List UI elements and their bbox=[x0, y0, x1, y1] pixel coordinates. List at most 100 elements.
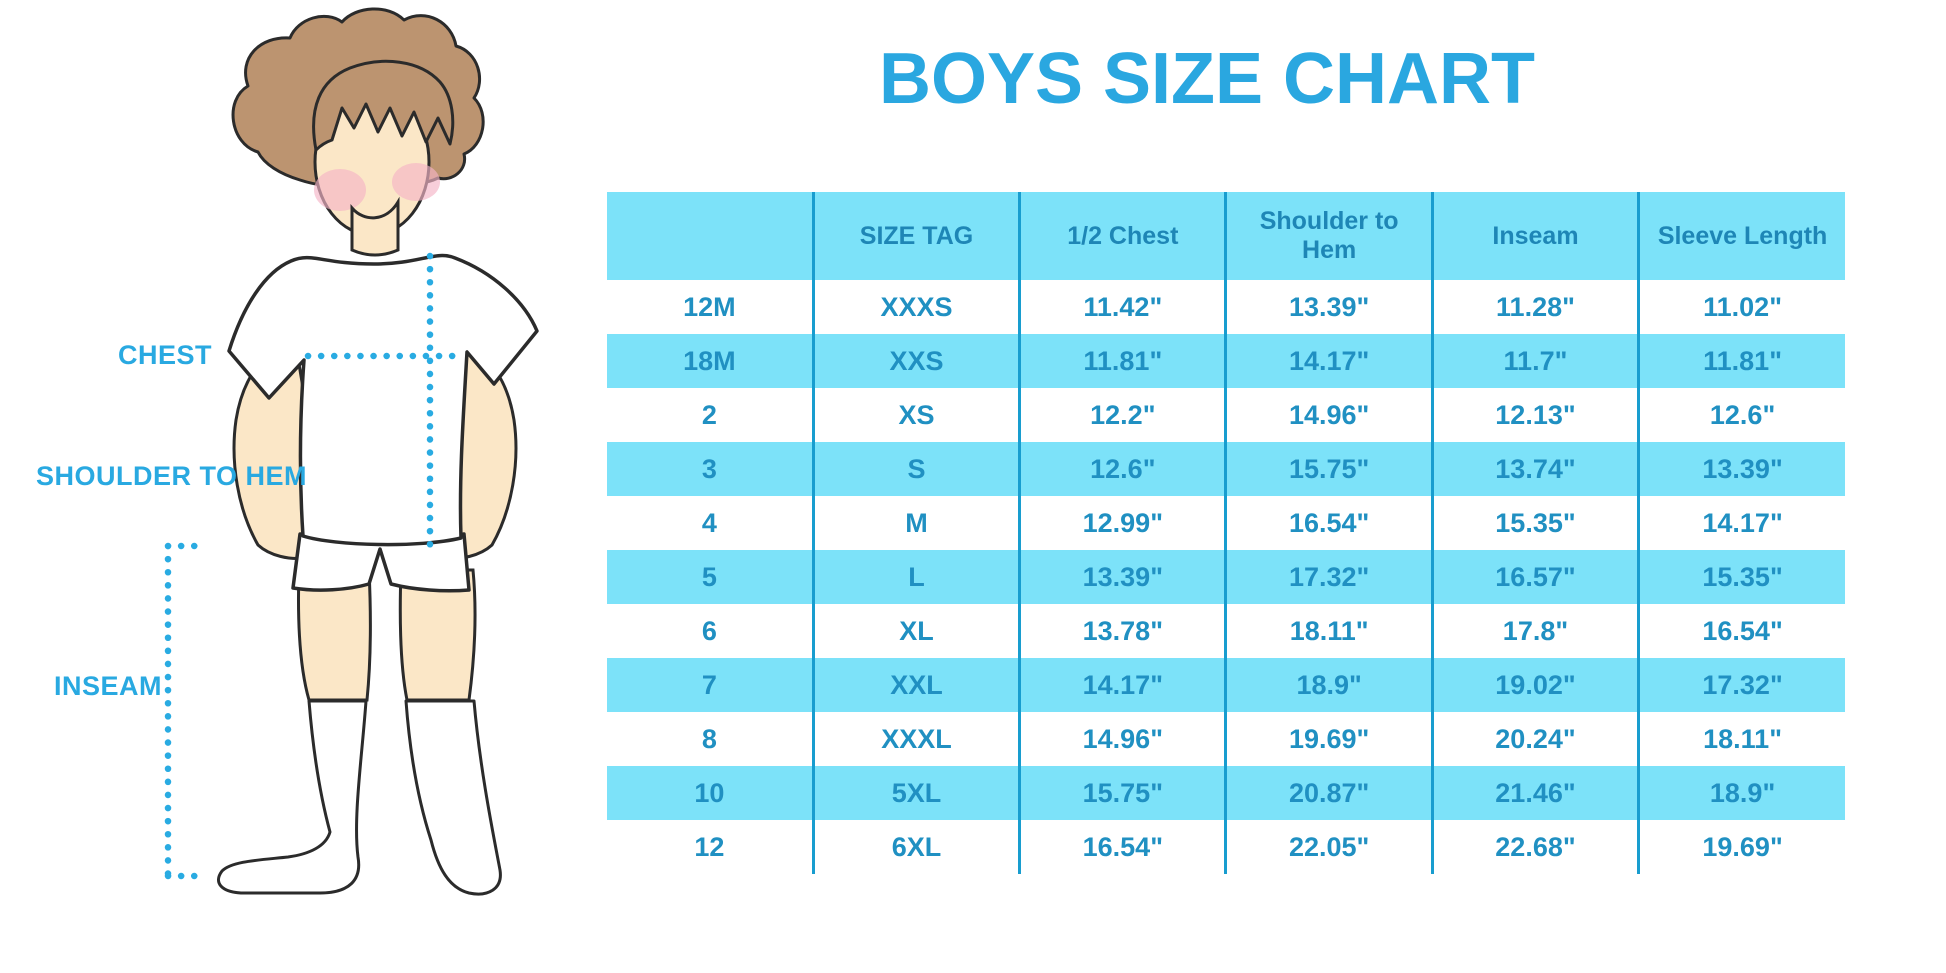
measurement-cell: 11.28" bbox=[1430, 280, 1639, 334]
measurement-cell: 13.78" bbox=[1018, 604, 1226, 658]
size-table-head: SIZE TAG 1/2 Chest Shoulder to Hem Inseam Sl… bbox=[607, 192, 1845, 280]
boy-cheek-right bbox=[392, 163, 440, 201]
column-header: SIZE TAG bbox=[811, 192, 1020, 280]
measurement-cell: 19.69" bbox=[1637, 820, 1845, 874]
table-row: 4 M 12.99" 16.54" 15.35" 14.17" bbox=[607, 496, 1845, 550]
measurement-cell: M bbox=[811, 496, 1020, 550]
size-table: SIZE TAG 1/2 Chest Shoulder to Hem Inseam Sl… bbox=[607, 192, 1845, 874]
page-title: BOYS SIZE CHART bbox=[878, 39, 1536, 119]
boy-sock-left bbox=[217, 699, 368, 895]
measurement-cell: 19.02" bbox=[1430, 658, 1639, 712]
measurement-cell: XS bbox=[811, 388, 1020, 442]
size-cell: 12M bbox=[683, 291, 736, 322]
measurement-cell: 14.17" bbox=[1224, 334, 1433, 388]
boy-neck bbox=[350, 196, 400, 257]
table-row: 18M XXS 11.81" 14.17" 11.7" 11.81" bbox=[607, 334, 1845, 388]
column-header: 1/2 Chest bbox=[1018, 192, 1226, 280]
measurement-cell: 16.54" bbox=[1018, 820, 1226, 874]
size-cell: 18M bbox=[607, 334, 814, 388]
measurement-cell: 18.11" bbox=[1637, 712, 1845, 766]
column-header: Shoulder to Hem bbox=[1224, 192, 1433, 280]
measurement-cell: 13.39" bbox=[1018, 550, 1226, 604]
measurement-cell: 15.35" bbox=[1430, 496, 1639, 550]
measurement-cell: 11.81" bbox=[1018, 334, 1226, 388]
measurement-cell: 18.11" bbox=[1224, 604, 1433, 658]
measurement-cell: 22.68" bbox=[1430, 820, 1639, 874]
table-row: 12M XXXS 11.42" 13.39" 11.28" 11.02" bbox=[607, 280, 1845, 334]
measurement-cell: XXXL bbox=[811, 712, 1020, 766]
measurement-cell: 17.32" bbox=[1637, 658, 1845, 712]
table-row: 5 L 13.39" 17.32" 16.57" 15.35" bbox=[607, 550, 1845, 604]
table-row: 6 XL 13.78" 18.11" 17.8" 16.54" bbox=[607, 604, 1845, 658]
measurement-cell: 13.74" bbox=[1430, 442, 1639, 496]
measurement-cell: 20.24" bbox=[1430, 712, 1639, 766]
column-header: Sleeve Length bbox=[1637, 192, 1845, 280]
size-cell: 5 bbox=[607, 550, 814, 604]
boy-shirt bbox=[227, 253, 539, 547]
measurement-cell: 13.39" bbox=[1637, 442, 1845, 496]
measurement-cell: 18.9" bbox=[1637, 766, 1845, 820]
measurement-cell: 11.42" bbox=[1018, 280, 1226, 334]
size-cell: 7 bbox=[607, 658, 814, 712]
boy-sock-right bbox=[404, 699, 502, 896]
measurement-cell: 22.05" bbox=[1224, 820, 1433, 874]
measurement-cell: XXXS bbox=[811, 280, 1020, 334]
size-cell: 12 bbox=[694, 831, 725, 862]
measurement-cell: XL bbox=[811, 604, 1020, 658]
measurement-cell: 11.02" bbox=[1637, 280, 1845, 334]
measurement-cell: 17.32" bbox=[1224, 550, 1433, 604]
measurement-cell: S bbox=[811, 442, 1020, 496]
measurement-cell: 12.2" bbox=[1018, 388, 1226, 442]
measurement-cell: XXL bbox=[811, 658, 1020, 712]
measurement-cell: XXS bbox=[811, 334, 1020, 388]
measurement-cell: 18.9" bbox=[1224, 658, 1433, 712]
table-row: 12 6XL 16.54" 22.05" 22.68" 19.69" bbox=[607, 820, 1845, 874]
measurement-cell: 5XL bbox=[811, 766, 1020, 820]
measurement-cell: 11.81" bbox=[1637, 334, 1845, 388]
size-table-body: 12M XXXS 11.42" 13.39" 11.28" 11.02" 18M XXS 11.… bbox=[607, 280, 1845, 874]
measurement-cell: 16.54" bbox=[1637, 604, 1845, 658]
measurement-cell: 17.8" bbox=[1430, 604, 1639, 658]
table-row: 7 XXL 14.17" 18.9" 19.02" 17.32" bbox=[607, 658, 1845, 712]
measurement-cell: 14.96" bbox=[1018, 712, 1226, 766]
measurement-cell: 14.17" bbox=[1637, 496, 1845, 550]
size-cell: 4 bbox=[701, 507, 717, 538]
table-row: 2 XS 12.2" 14.96" 12.13" 12.6" bbox=[607, 388, 1845, 442]
measurement-cell: 21.46" bbox=[1430, 766, 1639, 820]
column-header bbox=[607, 192, 814, 280]
column-header: Inseam bbox=[1430, 192, 1639, 280]
measurement-cell: 14.17" bbox=[1018, 658, 1226, 712]
measurement-cell: 13.39" bbox=[1224, 280, 1433, 334]
size-cell: 6 bbox=[701, 615, 717, 646]
measurement-cell: 6XL bbox=[811, 820, 1020, 874]
measurement-cell: 14.96" bbox=[1224, 388, 1433, 442]
size-cell: 2 bbox=[701, 399, 717, 430]
measurement-cell: 16.57" bbox=[1430, 550, 1639, 604]
table-row: 8 XXXL 14.96" 19.69" 20.24" 18.11" bbox=[607, 712, 1845, 766]
boy-hair-fringe bbox=[312, 59, 455, 152]
measurement-cell: 19.69" bbox=[1224, 712, 1433, 766]
measurement-cell: 15.75" bbox=[1018, 766, 1226, 820]
table-row: 10 5XL 15.75" 20.87" 21.46" 18.9" bbox=[607, 766, 1845, 820]
size-table-header-row: SIZE TAG 1/2 Chest Shoulder to Hem Inseam Sl… bbox=[607, 192, 1845, 280]
inseam-measure-line bbox=[164, 542, 209, 880]
chest-label: CHEST bbox=[118, 340, 213, 370]
measurement-cell: L bbox=[811, 550, 1020, 604]
shoulder-to-hem-label: SHOULDER TO HEM bbox=[36, 461, 308, 491]
measurement-cell: 15.35" bbox=[1637, 550, 1845, 604]
inseam-label: INSEAM bbox=[54, 671, 163, 701]
size-cell: 10 bbox=[607, 766, 814, 820]
measurement-cell: 12.6" bbox=[1018, 442, 1226, 496]
size-cell: 3 bbox=[607, 442, 814, 496]
measurement-cell: 12.99" bbox=[1018, 496, 1226, 550]
measurement-cell: 11.7" bbox=[1430, 334, 1639, 388]
boy-illustration bbox=[164, 7, 539, 896]
size-cell: 8 bbox=[701, 723, 717, 754]
measurement-cell: 20.87" bbox=[1224, 766, 1433, 820]
measurement-cell: 12.6" bbox=[1637, 388, 1845, 442]
measurement-cell: 16.54" bbox=[1224, 496, 1433, 550]
measurement-cell: 15.75" bbox=[1224, 442, 1433, 496]
measurement-cell: 12.13" bbox=[1430, 388, 1639, 442]
table-row: 3 S 12.6" 15.75" 13.74" 13.39" bbox=[607, 442, 1845, 496]
